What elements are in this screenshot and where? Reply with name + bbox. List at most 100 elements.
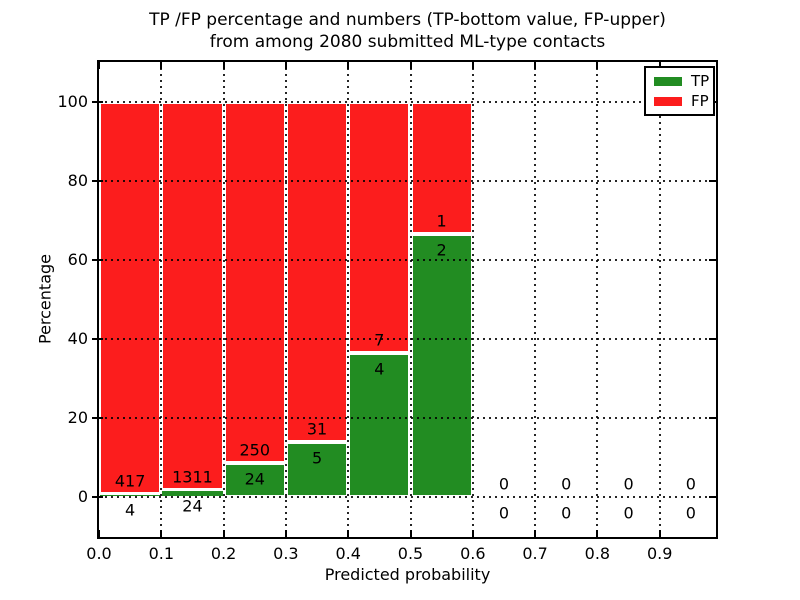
x-tick-top <box>596 62 599 69</box>
tp-count-label: 0 <box>498 503 510 523</box>
legend: TP FP <box>644 66 715 116</box>
tp-count-label: 5 <box>311 448 323 468</box>
x-tick-bottom <box>658 530 661 537</box>
x-tick-top <box>284 62 287 69</box>
y-tick-right <box>709 179 716 182</box>
fp-count-label: 0 <box>498 474 510 494</box>
x-tick-bottom <box>534 530 537 537</box>
x-tick-bottom <box>596 530 599 537</box>
gridline-x <box>409 62 412 537</box>
x-tick-label: 0.8 <box>584 544 611 563</box>
gridline-x <box>160 62 163 537</box>
y-tick-label: 60 <box>67 249 88 269</box>
tp-count-label: 0 <box>685 503 696 523</box>
fp-count-label: 0 <box>561 474 572 494</box>
x-tick-bottom <box>347 530 350 537</box>
bar-fp-segment <box>161 101 224 491</box>
y-tick-right <box>709 417 716 420</box>
tp-count-label: 0 <box>623 503 634 523</box>
x-tick-top <box>471 62 474 69</box>
fp-count-label: 0 <box>623 474 634 494</box>
y-tick-right <box>709 496 716 499</box>
x-tick-top <box>160 62 163 69</box>
x-tick-top <box>658 62 661 69</box>
bar-fp-segment <box>99 101 162 494</box>
y-tick-right <box>709 258 716 261</box>
y-tick-left <box>92 496 103 499</box>
tp-count-label: 24 <box>182 496 203 516</box>
y-tick-left <box>92 417 103 420</box>
fp-count-label: 31 <box>306 419 328 439</box>
fp-count-label: 0 <box>685 474 696 494</box>
tp-color-swatch <box>654 76 682 86</box>
gridline-y <box>99 258 716 261</box>
tp-count-label: 24 <box>244 469 265 489</box>
x-tick-top <box>99 62 100 69</box>
gridline-x <box>347 62 350 537</box>
fp-count-label: 250 <box>239 440 271 460</box>
x-tick-bottom <box>284 530 287 537</box>
y-tick-label: 20 <box>67 408 88 428</box>
bar-tp-segment <box>410 233 473 498</box>
bar-fp-segment <box>285 101 349 443</box>
gridline-y <box>99 338 716 341</box>
gridline-x <box>222 62 225 537</box>
gridline-x <box>534 62 537 537</box>
x-tick-label: 0.7 <box>522 544 548 563</box>
chart-title-line2: from among 2080 submitted ML-type contac… <box>209 32 606 52</box>
x-tick-label: 0.1 <box>148 544 175 563</box>
tp-count-label: 2 <box>436 240 447 260</box>
legend-label-tp: TP <box>691 72 710 90</box>
gridline-x <box>471 62 474 537</box>
x-axis-label: Predicted probability <box>324 565 491 584</box>
x-tick-label: 0.5 <box>397 544 424 563</box>
x-tick-bottom <box>222 530 225 537</box>
x-tick-label: 0.3 <box>273 544 299 563</box>
x-tick-label: 0.2 <box>210 544 237 563</box>
y-tick-label: 80 <box>67 170 88 190</box>
gridline-x <box>658 62 661 537</box>
fp-count-label: 417 <box>114 471 146 491</box>
y-tick-left <box>92 338 103 341</box>
x-tick-top <box>534 62 537 69</box>
x-tick-bottom <box>409 530 412 537</box>
fp-count-label: 1311 <box>172 467 213 487</box>
bar-fp-segment <box>348 101 411 354</box>
x-tick-label: 0.4 <box>335 544 361 563</box>
gridline-y <box>99 100 716 103</box>
bar-tp-segment <box>223 462 286 498</box>
gridline-x <box>284 62 287 537</box>
fp-count-label: 1 <box>436 211 447 231</box>
x-tick-label: 0.6 <box>460 544 486 563</box>
y-tick-right <box>709 338 716 341</box>
x-tick-bottom <box>99 530 100 537</box>
legend-item-fp: FP <box>654 93 713 109</box>
y-tick-left <box>92 100 103 103</box>
legend-label-fp: FP <box>691 92 709 110</box>
x-tick-bottom <box>471 530 474 537</box>
y-tick-left <box>92 258 103 261</box>
legend-item-tp: TP <box>654 73 713 89</box>
x-tick-label: 0.0 <box>86 544 112 563</box>
gridline-y <box>99 496 716 499</box>
x-tick-label: 0.9 <box>646 544 673 563</box>
bar-fp-segment <box>410 101 473 234</box>
y-tick-label: 0 <box>77 487 88 507</box>
tp-count-label: 4 <box>125 500 136 520</box>
chart-title-line1: TP /FP percentage and numbers (TP-bottom… <box>149 10 666 30</box>
fp-count-label: 7 <box>374 330 385 350</box>
bar-tp-segment <box>348 353 411 498</box>
x-tick-top <box>222 62 225 69</box>
y-tick-label: 40 <box>67 329 88 349</box>
y-tick-left <box>92 179 103 182</box>
tp-count-label: 0 <box>561 503 572 523</box>
gridline-x <box>596 62 599 537</box>
x-tick-top <box>409 62 412 69</box>
plot-area: TP FP 417 4 1311 24 250 24 31 5 7 4 1 2 0 0 0 0 0 0 0 0 <box>97 60 718 539</box>
x-tick-bottom <box>160 530 163 537</box>
y-tick-label: 100 <box>57 91 88 111</box>
tp-count-label: 4 <box>374 359 385 379</box>
x-tick-top <box>347 62 350 69</box>
fp-color-swatch <box>654 96 682 106</box>
